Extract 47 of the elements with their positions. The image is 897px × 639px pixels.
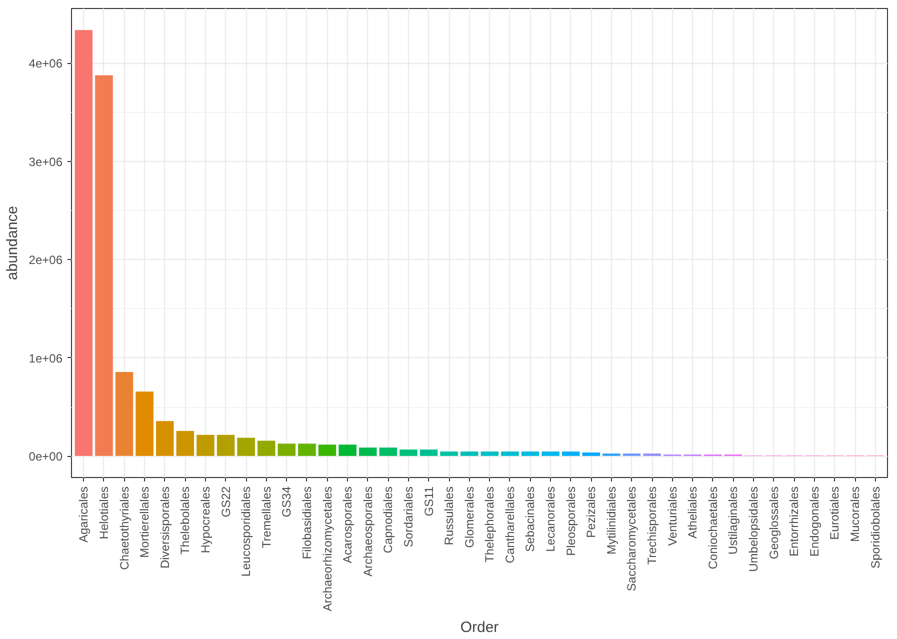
x-tick-label: Mortierellales (138, 486, 152, 558)
x-tick-label: Saccharomycetales (624, 486, 639, 592)
x-tick-label: Coniochaetales (706, 486, 720, 570)
x-tick-label: Cantharellales (502, 486, 517, 564)
x-tick-label: Atheliales (686, 486, 700, 539)
x-axis-title: Order (460, 619, 499, 636)
y-tick-label: 0e+00 (28, 450, 63, 464)
x-tick-label: Thelebolales (178, 486, 192, 555)
x-tick-label: Umbelopsidales (746, 486, 761, 572)
x-tick-label: Leucosporidiales (239, 486, 254, 577)
x-tick-label: Archaeosporales (360, 486, 375, 577)
x-tick-label: Sordariales (401, 486, 416, 548)
x-tick-label: Mucorales (848, 486, 862, 542)
x-tick-label: Russulales (442, 486, 456, 546)
x-tick-label: Archaeorhizomycetales (320, 486, 334, 612)
x-tick-label: Geoglossales (766, 486, 781, 560)
x-tick-label: Ustilaginales (726, 486, 740, 555)
x-tick-label: Lecanorales (544, 486, 558, 552)
x-tick-label: Helotiales (96, 486, 111, 540)
y-tick-label: 1e+06 (28, 351, 63, 366)
x-tick-label: Endogonales (807, 486, 822, 557)
x-tick-label: Hypocreales (198, 486, 212, 554)
y-axis-title: abundance (4, 206, 21, 280)
x-tick-label: Agaricales (76, 486, 91, 543)
y-tick-label: 2e+06 (28, 253, 63, 268)
x-tick-label: GS11 (422, 486, 436, 516)
y-tick-label: 4e+06 (28, 56, 63, 71)
x-tick-label: Capnodiales (381, 486, 396, 554)
x-tick-label: Entorrhizales (787, 486, 802, 557)
x-tick-label: Eurotiales (828, 486, 842, 540)
x-tick-label: Acarosporales (340, 486, 355, 564)
x-tick-label: Venturiales (665, 486, 680, 546)
x-tick-label: Sebacinales (523, 486, 538, 552)
x-tick-label: Diversisporales (158, 486, 172, 569)
x-tick-label: Glomerales (462, 486, 476, 548)
x-tick-label: Pleosporales (564, 486, 578, 556)
x-tick-label: Thelephorales (482, 486, 497, 563)
x-tick-label: Pezizales (584, 486, 598, 538)
x-tick-label: Tremellales (259, 486, 274, 548)
x-tick-label: Sporidiobolales (868, 486, 882, 569)
x-tick-label: Chaetothyriales (117, 486, 132, 570)
x-tick-label: Filobasidiales (300, 486, 314, 560)
x-tick-label: GS22 (218, 486, 233, 518)
x-tick-label: Trechisporales (645, 486, 660, 565)
x-tick-label: GS34 (280, 486, 294, 518)
x-tick-label: Mytilinidiales (604, 486, 618, 555)
y-tick-label: 3e+06 (28, 154, 63, 169)
